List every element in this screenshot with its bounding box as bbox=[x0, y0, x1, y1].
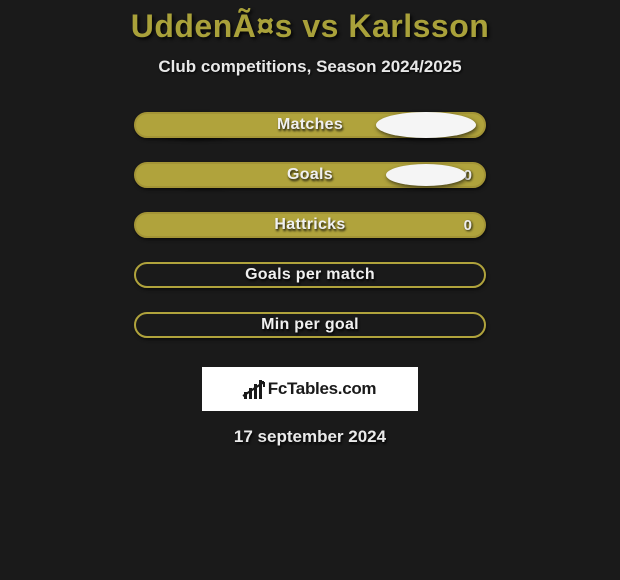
stat-label: Min per goal bbox=[261, 316, 359, 334]
stat-bar: Min per goal bbox=[134, 312, 486, 338]
stat-row: Goals per match bbox=[134, 261, 486, 289]
comparison-card: UddenÃ¤s vs Karlsson Club competitions, … bbox=[0, 0, 620, 447]
player-right-pill bbox=[376, 112, 476, 138]
logo-text: FcTables.com bbox=[268, 379, 377, 399]
stat-label: Goals per match bbox=[245, 266, 375, 284]
stat-row: Matches bbox=[134, 111, 486, 139]
stat-rows: Matches Goals0 Hattricks 0 Goals per match Mi… bbox=[134, 111, 486, 361]
stat-value-right: 0 bbox=[464, 217, 472, 234]
page-subtitle: Club competitions, Season 2024/2025 bbox=[158, 57, 461, 77]
stat-bar: Goals per match bbox=[134, 262, 486, 288]
stat-label: Matches bbox=[277, 116, 343, 134]
bar-chart-icon bbox=[244, 379, 262, 399]
stat-label: Goals bbox=[287, 166, 333, 184]
stat-row: Hattricks 0 bbox=[134, 211, 486, 239]
page-title: UddenÃ¤s vs Karlsson bbox=[131, 8, 490, 45]
stat-row: Min per goal bbox=[134, 311, 486, 339]
date-label: 17 september 2024 bbox=[234, 427, 386, 447]
player-right-pill bbox=[386, 164, 466, 186]
stat-bar: Hattricks 0 bbox=[134, 212, 486, 238]
stat-label: Hattricks bbox=[274, 216, 345, 234]
stat-row: Goals0 bbox=[134, 161, 486, 189]
logo-box[interactable]: FcTables.com bbox=[202, 367, 418, 411]
